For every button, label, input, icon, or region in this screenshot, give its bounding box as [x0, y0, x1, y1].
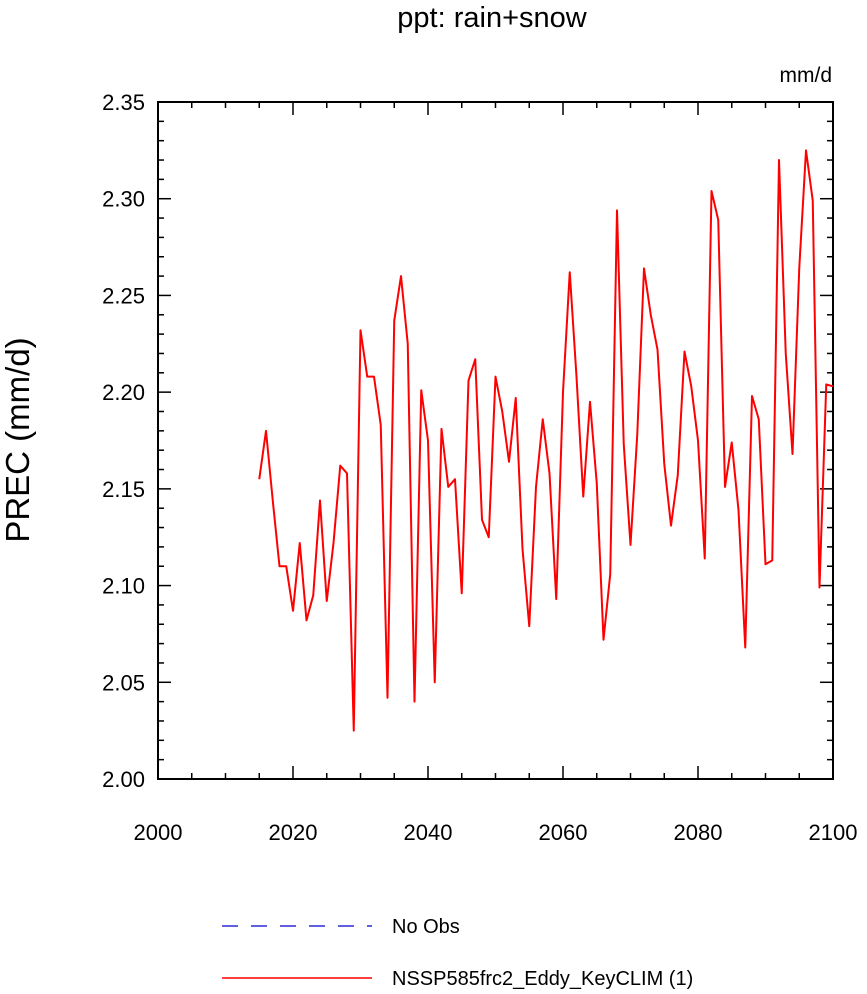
- y-tick-label: 2.20: [102, 380, 145, 405]
- axis-ticks: [157, 101, 834, 780]
- legend-label-no-obs: No Obs: [392, 916, 460, 938]
- x-tick-label: 2080: [674, 820, 723, 845]
- y-tick-label: 2.15: [102, 477, 145, 502]
- y-tick-label: 2.10: [102, 574, 145, 599]
- series-layer: [258, 149, 834, 732]
- x-tick-label: 2000: [134, 820, 183, 845]
- x-tick-label: 2100: [809, 820, 858, 845]
- x-tick-label: 2060: [539, 820, 588, 845]
- plot-frame: [157, 101, 834, 780]
- axis-tick-labels: 2000 2020 2040 2060 2080 2100 2.00 2.05 2.10 2.15…: [102, 90, 857, 845]
- y-tick-label: 2.35: [102, 90, 145, 115]
- y-tick-label: 2.05: [102, 670, 145, 695]
- units-label: mm/d: [780, 64, 833, 87]
- legend: No Obs NSSP585frc2_Eddy_KeyCLIM (1): [222, 916, 693, 990]
- y-tick-label: 2.25: [102, 283, 145, 308]
- x-tick-label: 2020: [269, 820, 318, 845]
- x-tick-label: 2040: [404, 820, 453, 845]
- y-tick-label: 2.30: [102, 187, 145, 212]
- y-tick-label: 2.00: [102, 767, 145, 792]
- chart-title: ppt: rain+snow: [397, 2, 587, 34]
- legend-label-nssp585: NSSP585frc2_Eddy_KeyCLIM (1): [392, 968, 693, 990]
- series-line: [258, 149, 834, 732]
- y-axis-label: PREC (mm/d): [0, 337, 36, 542]
